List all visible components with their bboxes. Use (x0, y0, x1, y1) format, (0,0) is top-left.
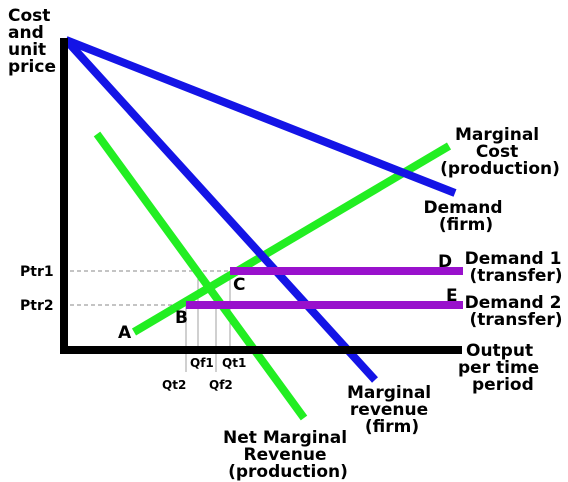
net-marginal-revenue-label: Net Marginal Revenue (production) (223, 428, 353, 482)
point-b-label: B (175, 308, 188, 328)
demand-firm-line (64, 36, 457, 197)
demand-transfer-2-label: Demand 2 (transfer) (465, 293, 568, 330)
demand-firm-label: Demand (firm) (423, 198, 508, 235)
qt2-label: Qt2 (162, 378, 186, 392)
point-e-label: E (446, 286, 458, 306)
marginal-revenue-firm-label: Marginal revenue (firm) (347, 383, 437, 437)
marginal-cost-label: Marginal Cost (production) (440, 125, 560, 179)
qf2-label: Qf2 (209, 378, 233, 392)
demand-transfer-1-label: Demand 1 (transfer) (465, 249, 568, 286)
ptr1-label: Ptr1 (20, 264, 54, 280)
net-marginal-revenue-line (93, 131, 308, 421)
ptr2-label: Ptr2 (20, 298, 54, 314)
x-axis-label: Output per time period (458, 341, 545, 395)
qf1-label: Qf1 (190, 356, 214, 370)
y-axis-label: Cost and unit price (8, 6, 56, 77)
point-d-label: D (438, 252, 452, 272)
qt1-label: Qt1 (222, 356, 246, 370)
point-a-label: A (118, 323, 132, 343)
point-c-label: C (233, 275, 245, 295)
marginal-revenue-firm-line (63, 37, 378, 383)
